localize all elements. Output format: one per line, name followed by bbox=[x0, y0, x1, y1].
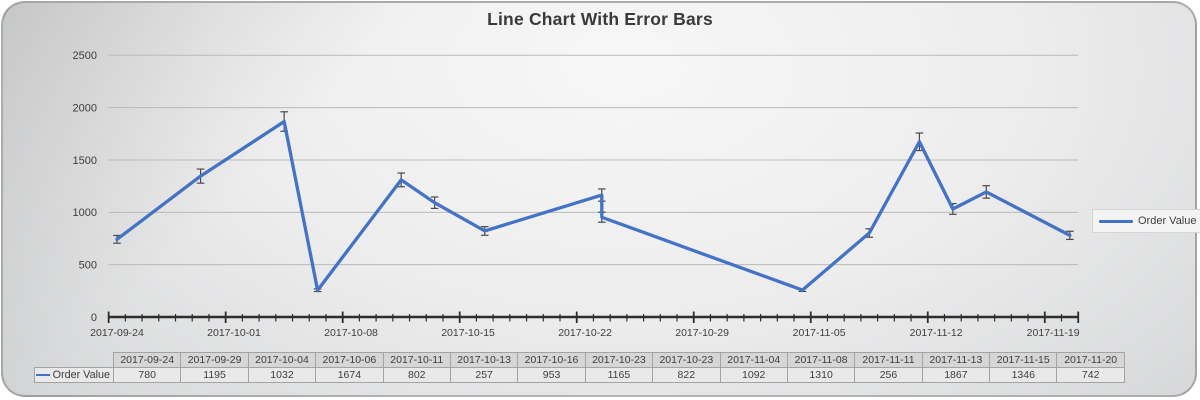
table-value-cell: 1032 bbox=[247, 367, 317, 383]
table-date-header-cell: 2017-09-29 bbox=[180, 352, 249, 368]
svg-text:2500: 2500 bbox=[73, 50, 97, 62]
table-value-cell: 1346 bbox=[989, 367, 1058, 383]
data-table: 2017-09-24 2017-09-29 2017-10-04 2017-10-06… bbox=[34, 352, 1125, 383]
svg-text:500: 500 bbox=[79, 259, 97, 271]
table-date-header-cell: 2017-10-13 bbox=[449, 352, 519, 368]
x-axis-labels: 2017-09-24 2017-10-01 2017-10-08 2017-10-15… bbox=[90, 327, 1080, 339]
table-value-cell: 1867 bbox=[921, 367, 991, 383]
svg-text:2017-11-12: 2017-11-12 bbox=[910, 327, 963, 339]
svg-text:2017-10-15: 2017-10-15 bbox=[441, 327, 495, 339]
table-date-header-cell: 2017-11-13 bbox=[921, 352, 991, 368]
table-date-header-cell: 2017-10-23 bbox=[652, 352, 721, 368]
svg-text:2017-11-19: 2017-11-19 bbox=[1027, 327, 1080, 339]
table-value-cell: 1674 bbox=[315, 367, 384, 383]
svg-text:2017-10-29: 2017-10-29 bbox=[675, 327, 729, 339]
svg-text:2017-11-05: 2017-11-05 bbox=[793, 327, 846, 339]
svg-text:2000: 2000 bbox=[73, 102, 97, 114]
table-value-cell: 256 bbox=[854, 367, 923, 383]
svg-text:2017-10-01: 2017-10-01 bbox=[207, 327, 261, 339]
y-gridlines bbox=[108, 54, 1079, 266]
x-axis bbox=[107, 311, 1080, 323]
svg-text:2017-10-22: 2017-10-22 bbox=[558, 327, 612, 339]
table-header-row: 2017-09-24 2017-09-29 2017-10-04 2017-10-06… bbox=[35, 352, 1125, 368]
svg-text:2017-09-24: 2017-09-24 bbox=[90, 327, 144, 339]
table-date-header-cell: 2017-11-20 bbox=[1056, 352, 1125, 368]
table-value-cell: 822 bbox=[652, 367, 721, 383]
table-series-label-cell: Order Value bbox=[34, 367, 114, 383]
legend-line-swatch-icon bbox=[1099, 219, 1133, 223]
table-date-header-cell: 2017-10-11 bbox=[382, 352, 451, 368]
svg-text:1500: 1500 bbox=[73, 155, 97, 167]
table-date-header-cell: 2017-09-24 bbox=[112, 352, 182, 368]
data-table-container: 2017-09-24 2017-09-29 2017-10-04 2017-10-06… bbox=[34, 352, 1125, 383]
table-value-cell: 780 bbox=[112, 367, 182, 383]
table-date-header-cell: 2017-11-08 bbox=[786, 352, 856, 368]
table-value-row: Order Value 780 1195 1032 1674 802 257 953 1165 8… bbox=[34, 367, 1125, 383]
table-value-cell: 1310 bbox=[786, 367, 856, 383]
table-value-cell: 257 bbox=[449, 367, 519, 383]
table-value-cell: 1195 bbox=[180, 367, 249, 383]
svg-text:2017-10-08: 2017-10-08 bbox=[324, 327, 378, 339]
svg-text:1000: 1000 bbox=[73, 207, 97, 219]
legend[interactable]: Order Value bbox=[1092, 209, 1200, 233]
chart-title: Line Chart With Error Bars bbox=[487, 9, 713, 29]
table-value-cell: 802 bbox=[382, 367, 451, 383]
table-date-header-cell: 2017-11-04 bbox=[719, 352, 788, 368]
table-value-cell: 1092 bbox=[719, 367, 788, 383]
table-date-header-cell: 2017-11-11 bbox=[854, 352, 923, 368]
table-value-cell: 953 bbox=[517, 367, 586, 383]
series-label-text: Order Value bbox=[52, 368, 110, 381]
series-line-swatch-icon bbox=[36, 373, 50, 377]
table-date-header-cell: 2017-11-15 bbox=[989, 352, 1058, 368]
table-date-header-cell: 2017-10-23 bbox=[584, 352, 654, 368]
legend-label: Order Value bbox=[1138, 215, 1197, 227]
table-date-header-cell: 2017-10-04 bbox=[247, 352, 317, 368]
svg-text:0: 0 bbox=[91, 312, 97, 324]
table-corner-blank-cell bbox=[35, 353, 114, 368]
y-axis-labels: 0 500 1000 1500 2000 2500 bbox=[73, 50, 97, 324]
table-value-cell: 1165 bbox=[584, 367, 654, 383]
series-order-value-line[interactable] bbox=[115, 119, 1072, 292]
table-date-header-cell: 2017-10-16 bbox=[517, 352, 586, 368]
table-date-header-cell: 2017-10-06 bbox=[315, 352, 384, 368]
table-value-cell: 742 bbox=[1056, 367, 1125, 383]
